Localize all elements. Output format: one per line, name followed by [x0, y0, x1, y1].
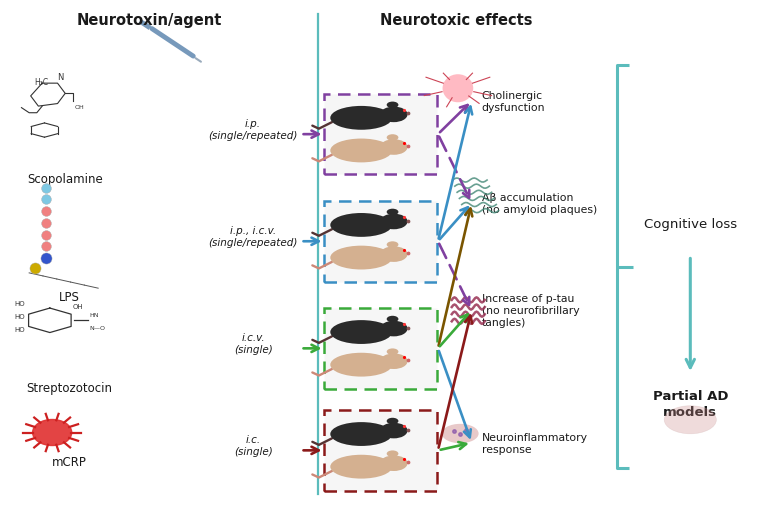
Ellipse shape [387, 135, 398, 142]
FancyBboxPatch shape [324, 95, 437, 175]
Text: mCRP: mCRP [51, 456, 87, 468]
Ellipse shape [664, 406, 716, 434]
Ellipse shape [331, 139, 392, 163]
FancyBboxPatch shape [324, 410, 437, 491]
Text: Streptozotocin: Streptozotocin [26, 382, 112, 394]
Text: Neurotoxic effects: Neurotoxic effects [380, 13, 532, 27]
Ellipse shape [380, 354, 407, 370]
Ellipse shape [331, 107, 392, 130]
Ellipse shape [380, 321, 407, 337]
Ellipse shape [380, 214, 407, 230]
Ellipse shape [331, 422, 392, 446]
Ellipse shape [387, 209, 398, 216]
Ellipse shape [387, 102, 398, 109]
Text: Neuroinflammatory
response: Neuroinflammatory response [482, 432, 588, 454]
Ellipse shape [331, 455, 392, 478]
FancyBboxPatch shape [324, 308, 437, 389]
Text: Scopolamine: Scopolamine [28, 173, 103, 186]
Ellipse shape [380, 107, 407, 123]
Text: Increase of p-tau
(no neurofibrillary
tangles): Increase of p-tau (no neurofibrillary ta… [482, 294, 579, 327]
Ellipse shape [380, 423, 407, 438]
Text: i.c.v.
(single): i.c.v. (single) [234, 332, 272, 355]
Ellipse shape [331, 214, 392, 237]
Text: N—O: N—O [90, 326, 106, 331]
Ellipse shape [387, 450, 398, 457]
Text: OH: OH [73, 303, 84, 309]
Text: HO: HO [15, 313, 25, 319]
Ellipse shape [387, 316, 398, 323]
Text: i.c.
(single): i.c. (single) [234, 434, 272, 457]
Text: i.p.
(single/repeated): i.p. (single/repeated) [209, 119, 298, 141]
Ellipse shape [387, 242, 398, 248]
Ellipse shape [331, 246, 392, 270]
Text: N: N [58, 72, 64, 81]
Text: Aβ accumulation
(no amyloid plaques): Aβ accumulation (no amyloid plaques) [482, 192, 597, 215]
Ellipse shape [380, 140, 407, 156]
Text: OH: OH [74, 104, 84, 109]
FancyBboxPatch shape [324, 202, 437, 282]
Text: Partial AD
models: Partial AD models [653, 389, 728, 418]
Text: i.p., i.c.v.
(single/repeated): i.p., i.c.v. (single/repeated) [209, 225, 298, 248]
Ellipse shape [442, 424, 479, 443]
Circle shape [33, 419, 72, 446]
Text: HN: HN [90, 313, 99, 318]
Ellipse shape [387, 418, 398, 425]
Text: Cognitive loss: Cognitive loss [644, 217, 737, 231]
Ellipse shape [331, 353, 392, 377]
Ellipse shape [380, 456, 407, 471]
Text: Cholinergic
dysfunction: Cholinergic dysfunction [482, 91, 545, 113]
Ellipse shape [387, 349, 398, 355]
Text: HO: HO [15, 326, 25, 332]
Ellipse shape [331, 321, 392, 344]
Ellipse shape [443, 75, 473, 103]
Text: Neurotoxin/agent: Neurotoxin/agent [77, 13, 222, 27]
Text: HO: HO [15, 300, 25, 306]
Text: LPS: LPS [58, 290, 80, 303]
Text: H₃C: H₃C [35, 77, 48, 87]
Ellipse shape [380, 247, 407, 263]
